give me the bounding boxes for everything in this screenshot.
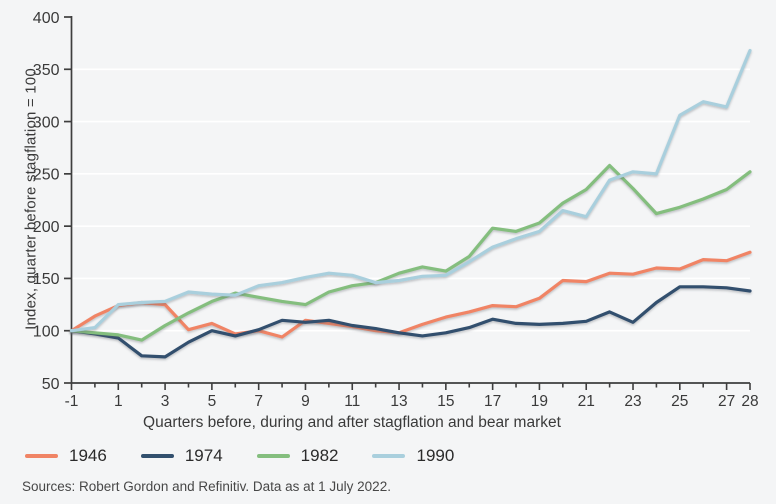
- x-tick-label-23: 23: [624, 393, 641, 410]
- legend-item-1982: 1982: [256, 446, 339, 466]
- x-tick-label-28: 28: [741, 393, 758, 410]
- x-tick-label-5: 5: [208, 393, 217, 410]
- source-note: Sources: Robert Gordon and Refinitiv. Da…: [22, 479, 391, 494]
- y-tick-label-150: 150: [33, 271, 60, 288]
- legend-item-1990: 1990: [372, 446, 454, 466]
- legend-label-1982: 1982: [300, 446, 339, 465]
- x-axis-title: Quarters before, during and after stagfl…: [143, 414, 561, 431]
- legend-label-1990: 1990: [416, 446, 455, 465]
- y-tick-label-100: 100: [33, 323, 60, 340]
- y-axis-title: Index, quarter before stagflation = 100: [22, 68, 40, 330]
- x-tick-label-9: 9: [301, 393, 310, 410]
- legend-swatch-1982: [256, 454, 290, 458]
- x-tick-label-27: 27: [718, 393, 735, 410]
- x-tick-label-3: 3: [161, 393, 170, 410]
- legend-label-1946: 1946: [69, 446, 107, 465]
- series-line-1982: [69, 163, 752, 342]
- x-tick-label-13: 13: [390, 393, 407, 410]
- x-tick-label-1: 1: [114, 393, 123, 410]
- x-tick-label-15: 15: [437, 393, 454, 410]
- y-tick-label-350: 350: [33, 62, 60, 79]
- legend-swatch-1946: [25, 454, 58, 458]
- series-line-1990: [69, 48, 752, 333]
- x-tick-label-19: 19: [531, 393, 548, 410]
- series-line-1946: [69, 250, 752, 339]
- y-tick-label-300: 300: [33, 114, 60, 131]
- legend: 1946 1974 1982 1990: [25, 446, 454, 466]
- x-tick-label-25: 25: [671, 393, 688, 410]
- legend-swatch-1990: [372, 454, 406, 458]
- x-tick-label--1: -1: [65, 393, 79, 410]
- x-tick-label-17: 17: [484, 393, 501, 410]
- legend-item-1946: 1946: [25, 446, 107, 466]
- legend-swatch-1974: [140, 454, 174, 458]
- legend-label-1974: 1974: [184, 446, 223, 465]
- y-tick-label-50: 50: [42, 376, 60, 393]
- x-tick-label-21: 21: [578, 393, 595, 410]
- x-tick-label-11: 11: [344, 393, 360, 410]
- series-line-1974: [69, 285, 752, 359]
- legend-item-1974: 1974: [140, 446, 223, 466]
- y-tick-label-250: 250: [33, 167, 60, 184]
- y-tick-label-200: 200: [33, 219, 60, 236]
- y-tick-label-400: 400: [33, 10, 60, 27]
- x-tick-label-7: 7: [254, 393, 263, 410]
